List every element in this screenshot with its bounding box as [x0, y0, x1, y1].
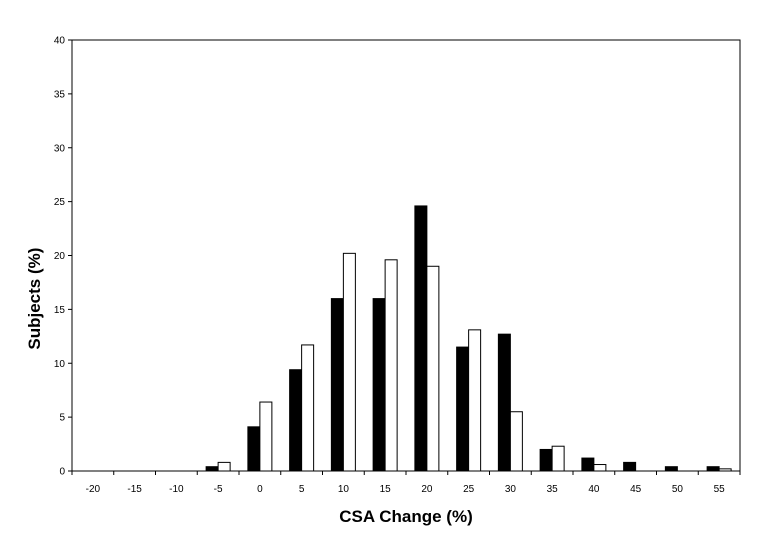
x-tick-label: 20: [421, 484, 433, 495]
x-tick-label: 10: [338, 484, 350, 495]
x-tick-label: 0: [257, 484, 263, 495]
y-tick-label: 10: [54, 359, 66, 370]
bar-series-2: [217, 461, 231, 472]
bar-series-1: [706, 466, 720, 472]
bar-series-1: [623, 461, 637, 472]
y-tick-label: 20: [54, 251, 66, 262]
bar-series-1: [289, 369, 303, 472]
bar-series-1: [497, 333, 511, 472]
bar-series-2: [551, 445, 565, 472]
bar-series-1: [664, 466, 678, 472]
y-tick-label: 30: [54, 143, 66, 154]
x-tick-label: 15: [380, 484, 392, 495]
x-tick-label: -20: [86, 484, 101, 495]
bar-series-1: [247, 426, 261, 472]
bar-series-1: [205, 466, 219, 472]
x-tick-label: -15: [127, 484, 142, 495]
bar-series-2: [342, 252, 356, 472]
bar-series-2: [468, 329, 482, 472]
x-axis-title: CSA Change (%): [339, 507, 473, 526]
x-tick-label: 55: [714, 484, 726, 495]
y-tick-label: 15: [54, 305, 66, 316]
bar-series-2: [259, 401, 273, 472]
y-tick-label: 0: [59, 467, 65, 478]
x-tick-label: 45: [630, 484, 642, 495]
bar-series-2: [718, 468, 732, 472]
x-tick-label: 30: [505, 484, 517, 495]
y-axis-title: Subjects (%): [25, 248, 44, 350]
bar-series-1: [330, 298, 344, 472]
y-tick-label: 25: [54, 197, 66, 208]
bars-group: [205, 205, 732, 472]
x-tick-label: 5: [299, 484, 305, 495]
x-tick-label: 40: [588, 484, 600, 495]
bar-series-1: [539, 448, 553, 472]
bar-series-2: [384, 259, 398, 472]
bar-series-1: [456, 346, 470, 472]
bar-series-2: [509, 411, 523, 472]
x-tick-label: -10: [169, 484, 184, 495]
bar-series-2: [426, 265, 440, 472]
plot-area: [71, 39, 741, 472]
x-tick-label: 25: [463, 484, 475, 495]
y-axis: 0 5 10 15 20 25 30 35 40: [54, 36, 72, 478]
y-tick-label: 5: [59, 413, 65, 424]
bar-series-2: [301, 344, 315, 472]
bar-series-1: [581, 457, 595, 472]
bar-series-2: [593, 464, 607, 472]
x-tick-label: -5: [214, 484, 223, 495]
bar-series-1: [414, 205, 428, 472]
y-tick-label: 40: [54, 36, 66, 47]
bar-series-1: [372, 298, 386, 472]
y-tick-label: 35: [54, 89, 66, 100]
plot-frame: [71, 39, 741, 472]
x-tick-label: 50: [672, 484, 684, 495]
x-axis: -20 -15 -10 -5 0 5 10 15 20 25 30 35 40 45 50 55: [71, 471, 741, 495]
x-tick-label: 35: [547, 484, 559, 495]
